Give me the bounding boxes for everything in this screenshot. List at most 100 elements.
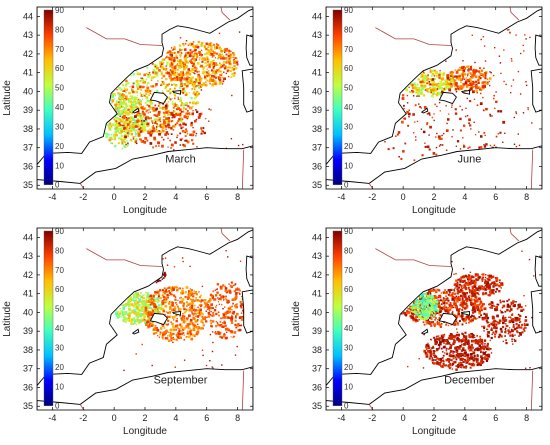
x-tick-label: -2 [79, 192, 87, 202]
colorbar-tick-label: 80 [55, 246, 64, 255]
data-field [104, 31, 244, 151]
colorbar-tick-label: 90 [55, 227, 64, 236]
colorbar-tick-label: 60 [55, 285, 64, 294]
y-tick-label: 37 [23, 364, 33, 374]
y-tick-label: 40 [23, 307, 33, 317]
data-field [384, 29, 533, 162]
x-tick-label: 6 [204, 192, 209, 202]
colorbar [43, 9, 54, 185]
y-tick-label: 36 [312, 161, 322, 171]
x-tick-label: 8 [235, 413, 240, 423]
y-tick-label: 38 [23, 124, 33, 134]
y-tick-label: 43 [312, 251, 322, 261]
y-tick-label: 35 [312, 180, 322, 190]
panel-month-label: March [165, 154, 196, 166]
y-tick-label: 38 [23, 345, 33, 355]
x-tick-label: 0 [112, 413, 117, 423]
panel-month-label: December [444, 375, 495, 387]
colorbar-tick-label: 40 [344, 103, 353, 112]
y-axis-label: Latitude [291, 301, 302, 337]
y-tick-label: 37 [312, 364, 322, 374]
colorbar [43, 230, 54, 406]
colorbar-tick-label: 30 [344, 122, 353, 131]
y-tick-label: 44 [23, 232, 33, 242]
colorbar-tick-label: 20 [55, 142, 64, 151]
colorbar-tick-label: 50 [55, 305, 64, 314]
y-tick-label: 44 [312, 232, 322, 242]
y-tick-label: 42 [23, 270, 33, 280]
x-tick-label: 6 [204, 413, 209, 423]
colorbar-tick-label: 70 [55, 266, 64, 275]
y-axis-label: Latitude [2, 80, 13, 116]
colorbar-tick-label: 10 [344, 161, 353, 170]
colorbar-tick-label: 30 [55, 122, 64, 131]
colorbar-tick-label: 50 [55, 84, 64, 93]
y-tick-label: 42 [312, 49, 322, 59]
colorbar-tick-label: 70 [344, 266, 353, 275]
data-field [115, 250, 246, 372]
panel-month-label: September [154, 375, 208, 387]
y-tick-label: 37 [312, 143, 322, 153]
x-tick-label: 0 [401, 192, 406, 202]
x-axis-label: Longitude [123, 426, 167, 437]
map-panel-june: -4 -2 0 2 4 6 8 44 43 42 41 40 39 38 37 36 35 Longitude La… [291, 6, 543, 216]
x-axis-label: Longitude [412, 205, 456, 216]
colorbar [332, 230, 343, 406]
x-tick-label: 0 [112, 192, 117, 202]
x-tick-label: 2 [431, 192, 436, 202]
y-tick-label: 44 [312, 11, 322, 21]
map-panel-march: -4 -2 0 2 4 6 8 44 43 42 41 40 39 38 37 36 35 Longitude La… [2, 6, 254, 216]
colorbar-tick-label: 70 [55, 45, 64, 54]
y-tick-label: 39 [23, 326, 33, 336]
colorbar-tick-label: 60 [344, 64, 353, 73]
y-axis-label: Latitude [291, 80, 302, 116]
x-tick-label: 8 [235, 192, 240, 202]
y-tick-label: 41 [312, 68, 322, 78]
x-tick-label: 4 [173, 192, 178, 202]
colorbar-tick-label: 0 [344, 181, 349, 190]
colorbar-tick-label: 80 [344, 246, 353, 255]
x-tick-label: 4 [173, 413, 178, 423]
colorbar-tick-label: 10 [55, 382, 64, 391]
x-tick-label: -2 [368, 192, 376, 202]
x-tick-label: -4 [337, 413, 345, 423]
colorbar-tick-label: 10 [344, 382, 353, 391]
y-tick-label: 39 [23, 105, 33, 115]
colorbar [332, 9, 343, 185]
data-field [401, 250, 535, 371]
x-tick-label: 8 [524, 413, 529, 423]
y-tick-label: 36 [23, 161, 33, 171]
colorbar-tick-label: 70 [344, 45, 353, 54]
y-tick-label: 35 [23, 180, 33, 190]
colorbar-tick-label: 50 [344, 305, 353, 314]
y-tick-label: 43 [23, 30, 33, 40]
y-tick-label: 37 [23, 143, 33, 153]
y-tick-label: 43 [23, 251, 33, 261]
y-tick-label: 38 [312, 124, 322, 134]
x-tick-label: 2 [431, 413, 436, 423]
colorbar-tick-label: 60 [55, 64, 64, 73]
x-tick-label: -4 [48, 413, 56, 423]
y-tick-label: 41 [23, 68, 33, 78]
x-tick-label: -4 [337, 192, 345, 202]
y-axis-label: Latitude [2, 301, 13, 337]
x-tick-label: 6 [493, 413, 498, 423]
y-tick-label: 42 [312, 270, 322, 280]
x-tick-label: -2 [368, 413, 376, 423]
y-tick-label: 36 [312, 382, 322, 392]
x-axis-label: Longitude [412, 426, 456, 437]
x-tick-label: -2 [79, 413, 87, 423]
y-tick-label: 42 [23, 49, 33, 59]
colorbar-tick-label: 90 [55, 6, 64, 15]
x-tick-label: 2 [142, 192, 147, 202]
y-tick-label: 44 [23, 11, 33, 21]
y-tick-label: 41 [23, 289, 33, 299]
y-tick-label: 39 [312, 326, 322, 336]
y-tick-label: 36 [23, 382, 33, 392]
colorbar-tick-label: 40 [344, 324, 353, 333]
y-tick-label: 39 [312, 105, 322, 115]
colorbar-tick-label: 20 [55, 363, 64, 372]
colorbar-tick-label: 20 [344, 142, 353, 151]
colorbar-tick-label: 50 [344, 84, 353, 93]
x-tick-label: 0 [401, 413, 406, 423]
